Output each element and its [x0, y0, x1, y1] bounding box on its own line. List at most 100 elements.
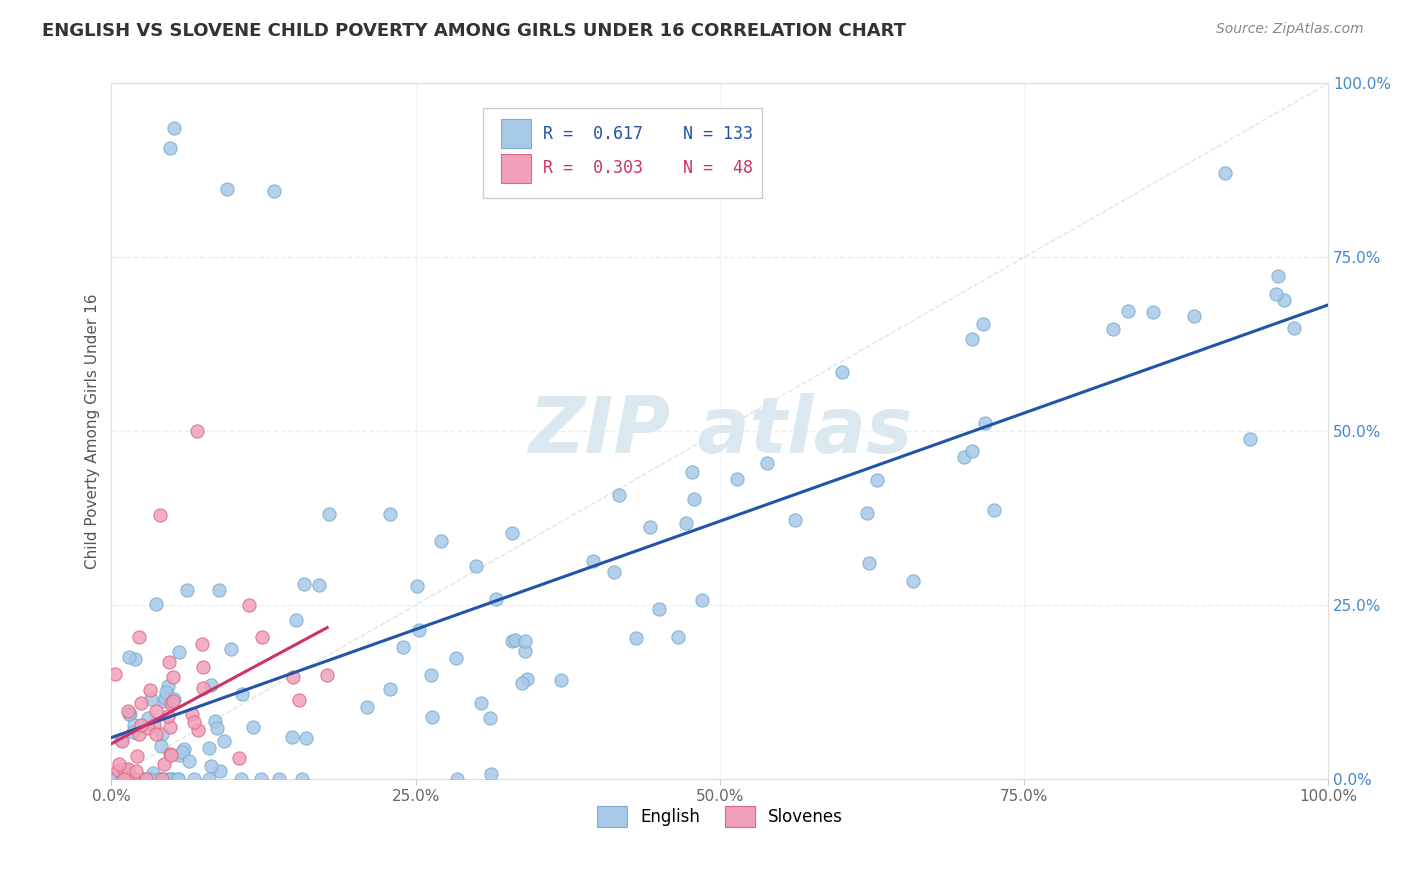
Point — [638, 520, 661, 534]
Point — [231, 772, 253, 786]
Point — [430, 533, 453, 548]
Point — [318, 507, 340, 521]
Point — [155, 690, 177, 705]
Point — [176, 582, 198, 597]
Point — [167, 748, 190, 763]
Point — [960, 332, 983, 346]
Point — [380, 682, 402, 697]
Point — [516, 672, 538, 686]
Point — [118, 649, 141, 664]
Point — [152, 772, 174, 786]
Point — [122, 772, 145, 786]
Point — [121, 772, 143, 786]
Point — [150, 727, 173, 741]
Point — [167, 772, 190, 786]
Point — [446, 772, 468, 786]
Point — [159, 141, 181, 155]
Point — [115, 772, 138, 786]
Point — [231, 688, 253, 702]
Point — [263, 184, 285, 198]
Point — [149, 739, 172, 753]
Point — [648, 601, 671, 615]
Point — [187, 723, 209, 737]
Point — [118, 707, 141, 722]
Y-axis label: Child Poverty Among Girls Under 16: Child Poverty Among Girls Under 16 — [86, 293, 100, 569]
Point — [155, 685, 177, 699]
Point — [110, 733, 132, 747]
Point — [420, 667, 443, 681]
Point — [953, 450, 976, 465]
Point — [960, 444, 983, 458]
Point — [131, 696, 153, 710]
Point — [242, 720, 264, 734]
Point — [602, 565, 624, 579]
Point — [125, 772, 148, 786]
Point — [167, 772, 190, 786]
Text: Source: ZipAtlas.com: Source: ZipAtlas.com — [1216, 22, 1364, 37]
Point — [173, 742, 195, 756]
Point — [108, 756, 131, 771]
Point — [831, 365, 853, 379]
Point — [111, 734, 134, 748]
Point — [1102, 322, 1125, 336]
Point — [163, 120, 186, 135]
Point — [1239, 432, 1261, 446]
Point — [501, 633, 523, 648]
Point — [505, 633, 527, 648]
Point — [117, 772, 139, 786]
Point — [287, 692, 309, 706]
Point — [1213, 166, 1236, 180]
Point — [117, 772, 139, 786]
Point — [283, 670, 305, 684]
Point — [465, 559, 488, 574]
Point — [120, 707, 142, 722]
Point — [1142, 304, 1164, 318]
Point — [160, 747, 183, 762]
Point — [785, 513, 807, 527]
Point — [122, 772, 145, 786]
Text: R =  0.303    N =  48: R = 0.303 N = 48 — [543, 160, 754, 178]
Point — [111, 772, 134, 786]
Point — [675, 516, 697, 531]
Point — [392, 640, 415, 654]
Point — [200, 758, 222, 772]
Point — [281, 730, 304, 744]
Point — [291, 772, 314, 786]
Point — [112, 762, 135, 776]
Point — [167, 645, 190, 659]
Point — [160, 696, 183, 710]
Point — [550, 673, 572, 687]
Point — [607, 488, 630, 502]
Text: R =  0.617    N = 133: R = 0.617 N = 133 — [543, 125, 754, 143]
Point — [108, 772, 131, 786]
Point — [148, 772, 170, 786]
Point — [159, 719, 181, 733]
FancyBboxPatch shape — [501, 153, 531, 183]
Point — [127, 749, 149, 764]
Point — [197, 772, 219, 786]
Point — [515, 634, 537, 648]
Point — [238, 598, 260, 612]
Point — [139, 683, 162, 698]
Point — [485, 591, 508, 606]
Point — [135, 772, 157, 786]
Point — [856, 506, 879, 520]
Point — [162, 670, 184, 684]
Point — [156, 709, 179, 723]
Point — [479, 711, 502, 725]
Point — [104, 772, 127, 786]
Point — [122, 772, 145, 786]
Point — [145, 727, 167, 741]
Point — [1116, 304, 1139, 318]
Point — [122, 725, 145, 739]
Point — [316, 668, 339, 682]
Text: ENGLISH VS SLOVENE CHILD POVERTY AMONG GIRLS UNDER 16 CORRELATION CHART: ENGLISH VS SLOVENE CHILD POVERTY AMONG G… — [42, 22, 907, 40]
Point — [215, 182, 238, 196]
FancyBboxPatch shape — [482, 108, 762, 198]
Point — [114, 772, 136, 786]
Point — [1267, 268, 1289, 283]
Point — [110, 772, 132, 786]
Point — [1264, 286, 1286, 301]
Point — [858, 556, 880, 570]
Point — [420, 709, 443, 723]
